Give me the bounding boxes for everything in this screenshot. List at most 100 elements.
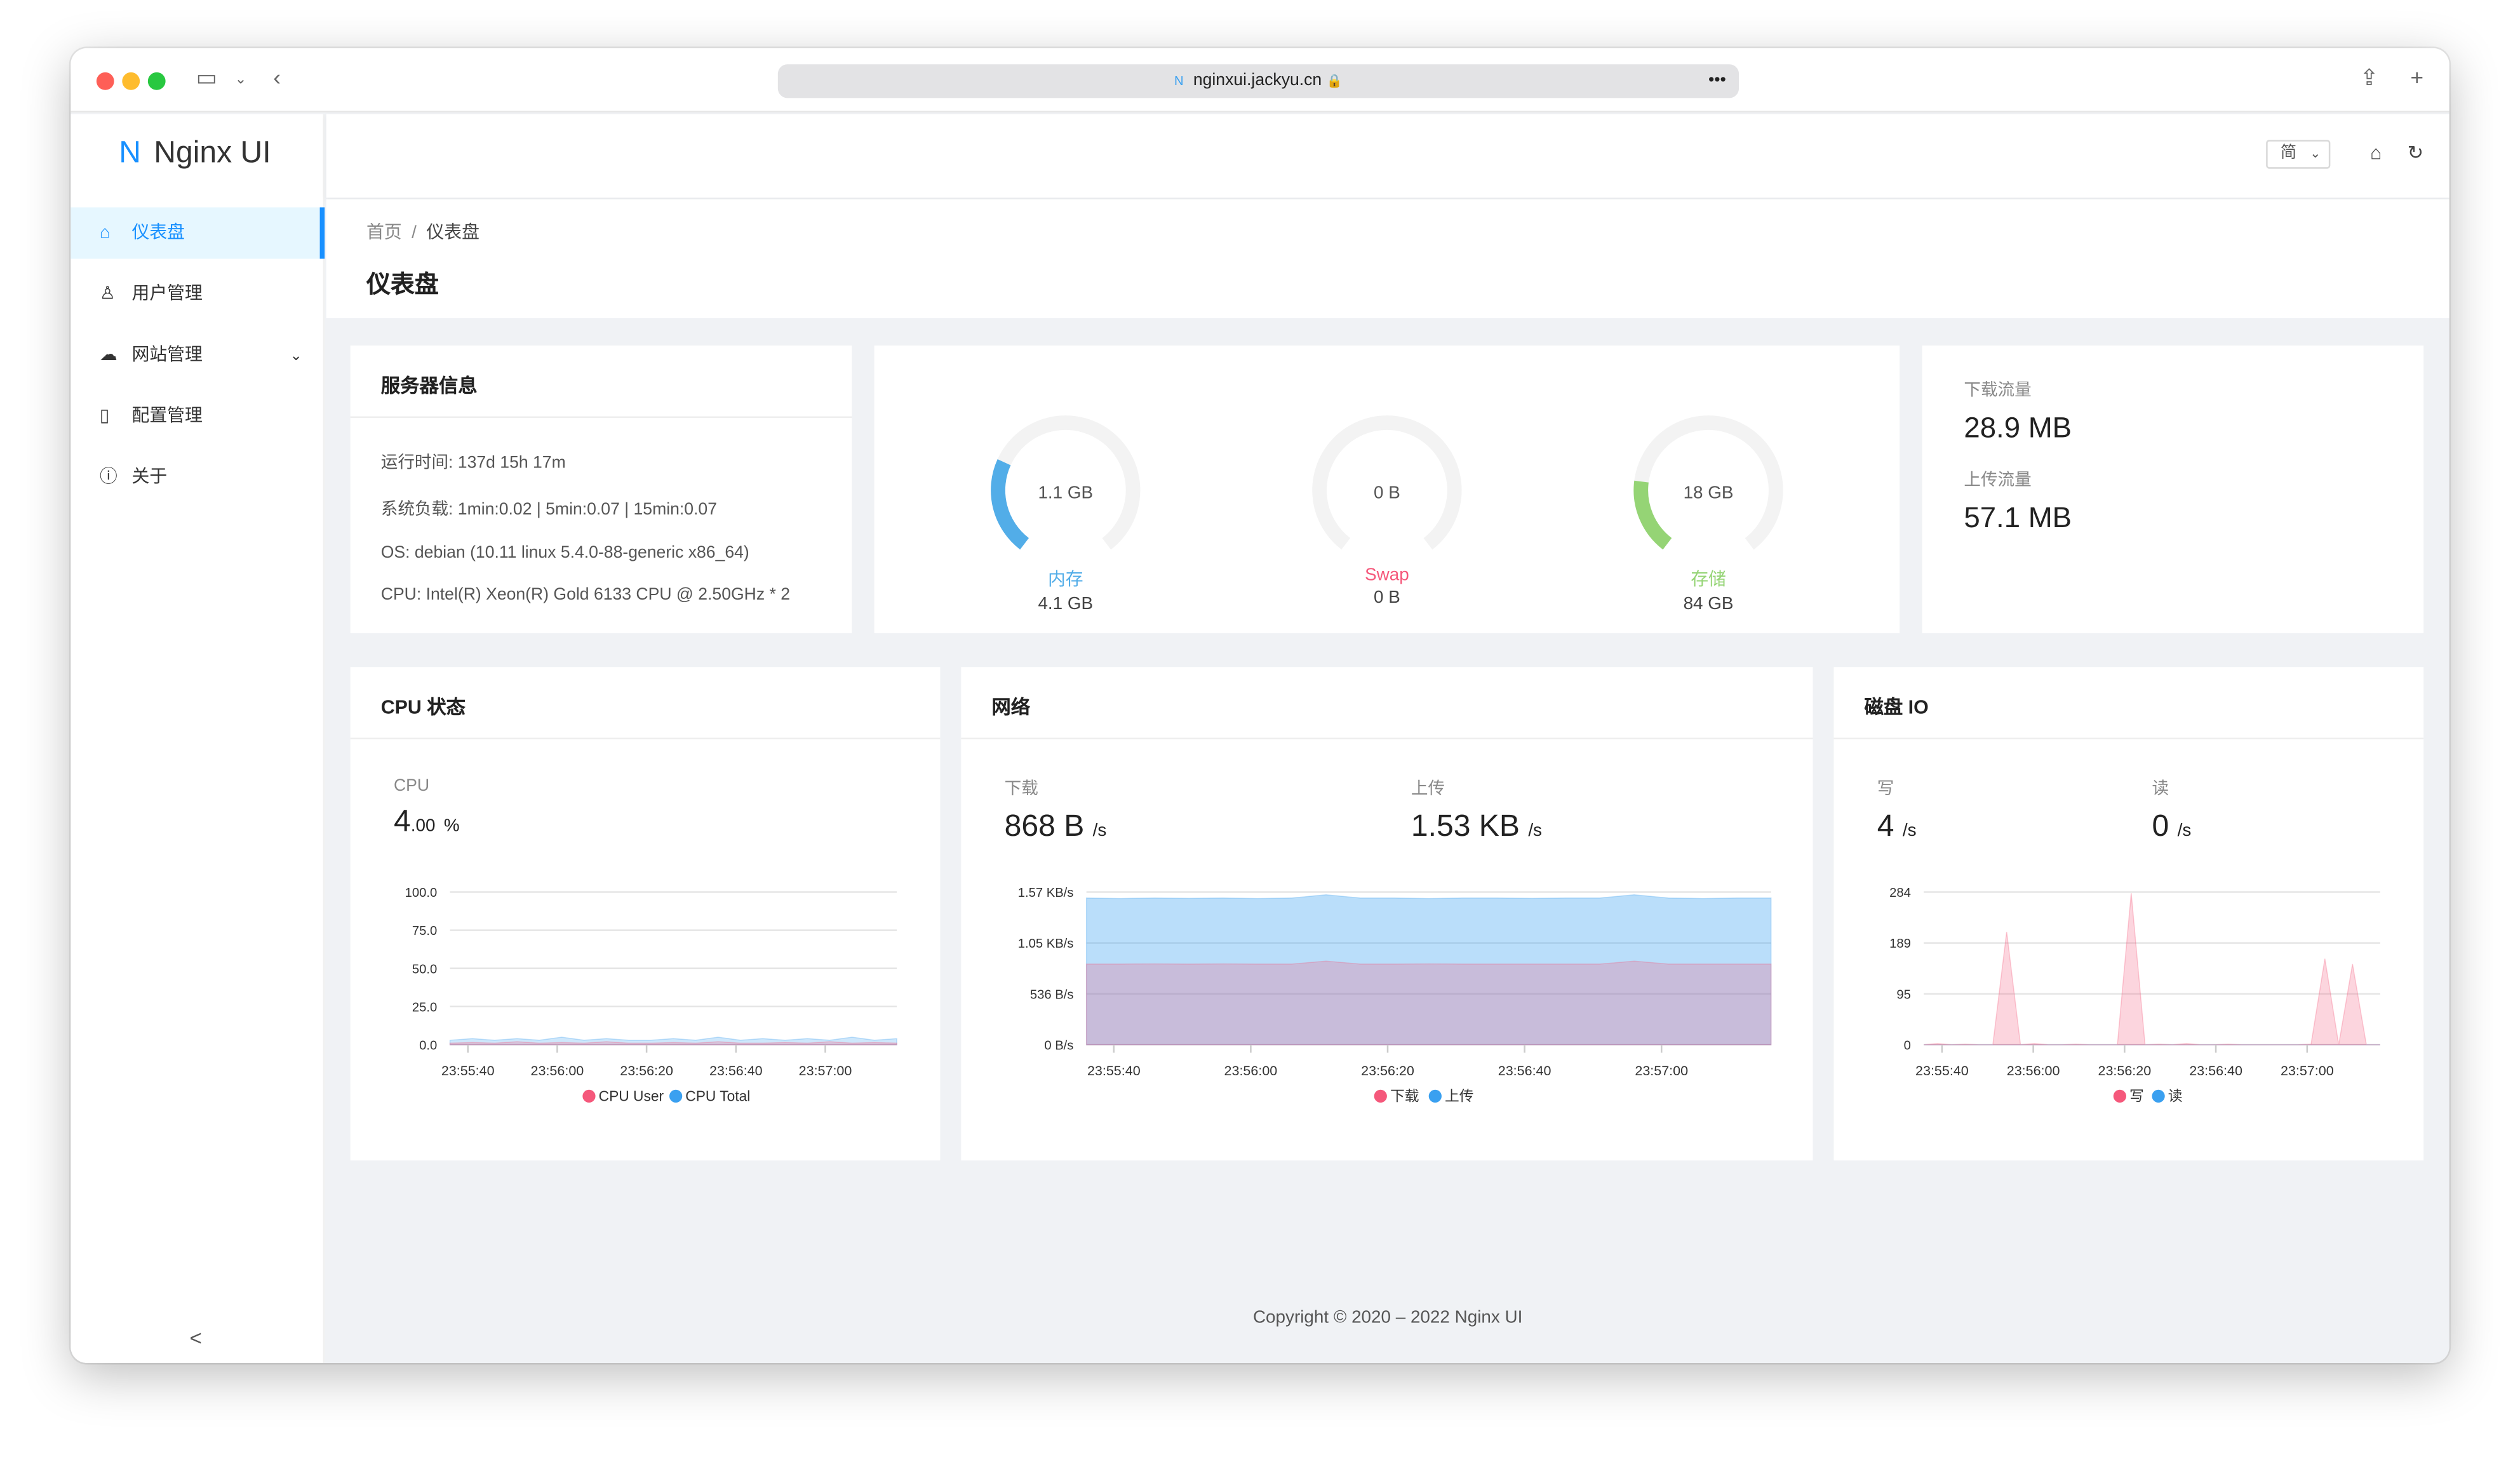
y-tick-label: 1.57 KB/s [1018, 886, 1074, 900]
read-label: 读 [2152, 779, 2169, 799]
x-tick-label: 23:57:00 [1635, 1063, 1688, 1078]
share-icon[interactable]: ⇪ [2359, 64, 2379, 90]
network-card: 网络 下载 868 B /s 上传 1.53 KB /s 1.57 KB/s 1.05… [961, 667, 1813, 1161]
gauge-ring [1633, 415, 1783, 565]
y-tick-label: 0 B/s [1044, 1038, 1073, 1052]
url-text: nginxui.jackyu.cn [1193, 70, 1322, 90]
legend-label[interactable]: CPU Total [685, 1087, 750, 1104]
legend-label[interactable]: CPU User [599, 1087, 664, 1104]
more-icon[interactable]: ••• [1708, 70, 1726, 90]
gauge-label: 内存 [1047, 570, 1083, 590]
legend-label[interactable]: 上传 [1445, 1087, 1474, 1104]
x-tick-label: 23:56:20 [620, 1063, 673, 1078]
new-tab-icon[interactable]: + [2410, 64, 2424, 90]
sidebar-item-0[interactable]: ⌂ 仪表盘 [70, 207, 325, 259]
favicon: N [1174, 74, 1184, 89]
read-speed: 0 /s [2152, 810, 2192, 844]
home-icon: ⌂ [99, 223, 111, 243]
legend-marker[interactable] [2113, 1089, 2126, 1103]
legend-marker[interactable] [669, 1089, 683, 1103]
legend-marker[interactable] [1374, 1089, 1387, 1103]
sidebar-item-label: 配置管理 [131, 406, 203, 426]
info-icon: ⓘ [99, 467, 117, 487]
maximize-window-button[interactable] [147, 72, 166, 90]
home-icon[interactable]: ⌂ [2370, 141, 2382, 164]
download-label: 下载 [1004, 779, 1038, 799]
sidebar: N Nginx UI ⌂ 仪表盘 ♙ 用户管理 ☁ 网站管理 ⌄ ▯ 配置管理 ⓘ 关于 < [70, 114, 325, 1363]
sidebar-item-3[interactable]: ▯ 配置管理 [70, 391, 325, 442]
collapse-sidebar-button[interactable]: < [189, 1326, 202, 1350]
gauge-used: 18 GB [1683, 483, 1734, 504]
footer-copyright: Copyright © 2020 – 2022 Nginx UI [1252, 1308, 1523, 1328]
server-info-card: 服务器信息 运行时间: 137d 15h 17m 系统负载: 1min:0.02… [350, 346, 852, 634]
cloud-icon: ☁ [99, 346, 117, 365]
series-area-写 [1924, 893, 2380, 1045]
x-tick-label: 23:56:00 [531, 1063, 584, 1078]
x-tick-label: 23:56:20 [1361, 1063, 1414, 1078]
sidebar-item-label: 网站管理 [131, 346, 203, 365]
gauge-label: 存储 [1691, 570, 1726, 590]
os-info: OS: debian (10.11 linux 5.4.0-88-generic… [380, 543, 749, 563]
language-select[interactable]: 简 ⌄ [2266, 140, 2331, 169]
app-logo[interactable]: N Nginx UI [119, 137, 271, 171]
sidebar-item-label: 用户管理 [131, 284, 203, 304]
gauge-1: 0 B Swap 0 B [1290, 410, 1484, 608]
sidebar-item-2[interactable]: ☁ 网站管理 ⌄ [70, 330, 325, 381]
x-tick-label: 23:56:00 [1224, 1063, 1278, 1078]
legend-marker[interactable] [582, 1089, 596, 1103]
x-tick-label: 23:56:40 [1498, 1063, 1552, 1078]
y-tick-label: 284 [1889, 886, 1911, 900]
legend-marker[interactable] [1428, 1089, 1442, 1103]
gauge-total: 4.1 GB [1038, 594, 1094, 614]
y-tick-label: 189 [1889, 937, 1911, 951]
series-area-CPU-Total [449, 1037, 897, 1045]
load-average: 系统负载: 1min:0.02 | 5min:0.07 | 15min:0.07 [380, 500, 718, 520]
sidebar-toggle-icon[interactable]: ▭ [196, 64, 218, 90]
legend-label[interactable]: 下载 [1390, 1087, 1419, 1104]
cpu-label: CPU [393, 776, 430, 796]
sidebar-item-4[interactable]: ⓘ 关于 [70, 452, 325, 503]
download-traffic-value: 28.9 MB [1964, 411, 2072, 444]
y-tick-label: 100.0 [405, 886, 438, 900]
breadcrumb: 首页 / 仪表盘 [366, 223, 479, 243]
gauge-fill [1633, 415, 1783, 565]
uptime: 运行时间: 137d 15h 17m [380, 453, 566, 473]
cpu-chart: 100.0 75.0 50.0 25.0 0.0 23:55:40 23:56:00 23:5… [405, 886, 897, 1104]
disk-io-card: 磁盘 IO 写 4 /s 读 0 /s 284 189 95 0 23:55:40 23:56… [1833, 667, 2424, 1161]
disk-io-chart: 284 189 95 0 23:55:40 23:56:00 23:56:20 23:56:4… [1889, 886, 2380, 1104]
gauge-track [1312, 415, 1462, 565]
gauge-used: 1.1 GB [1038, 483, 1094, 504]
traffic-card: 下载流量 28.9 MB 上传流量 57.1 MB [1922, 346, 2424, 634]
sidebar-item-1[interactable]: ♙ 用户管理 [70, 269, 325, 320]
card-title: 网络 [961, 667, 1813, 740]
y-tick-label: 536 B/s [1030, 988, 1074, 1002]
close-window-button[interactable] [96, 72, 114, 90]
page-header: 首页 / 仪表盘 仪表盘 [326, 199, 2450, 319]
file-icon: ▯ [99, 406, 110, 426]
gauge-label: Swap [1365, 565, 1409, 586]
upload-label: 上传 [1411, 779, 1445, 799]
breadcrumb-home[interactable]: 首页 [366, 223, 402, 243]
gauge-0: 1.1 GB 内存 4.1 GB [969, 410, 1162, 614]
resource-gauges-card: 1.1 GB 内存 4.1 GB 0 B Swap 0 B 18 GB 存储 8… [874, 346, 1900, 634]
legend-marker[interactable] [2152, 1089, 2165, 1103]
series-area-下载 [1085, 960, 1772, 1045]
x-tick-label: 23:56:40 [2189, 1063, 2242, 1078]
y-tick-label: 75.0 [412, 924, 437, 938]
gauge-used: 0 B [1373, 483, 1400, 504]
chevron-down-icon[interactable]: ⌄ [234, 70, 247, 87]
write-speed: 4 /s [1877, 810, 1917, 844]
x-tick-label: 23:57:00 [799, 1063, 852, 1078]
legend-label[interactable]: 读 [2168, 1087, 2183, 1104]
refresh-icon[interactable]: ↻ [2407, 141, 2424, 164]
top-header: 简 ⌄ ⌂ ↻ [326, 114, 2450, 198]
minimize-window-button[interactable] [122, 72, 140, 90]
legend-label[interactable]: 写 [2129, 1087, 2144, 1104]
y-tick-label: 50.0 [412, 962, 437, 976]
back-icon[interactable]: ‹ [273, 64, 281, 90]
cpu-card: CPU 状态 CPU 4.00 % 100.0 75.0 50.0 25.0 0.0 23:… [350, 667, 941, 1161]
gauge-ring [1312, 415, 1462, 565]
card-title: 服务器信息 [350, 346, 852, 418]
